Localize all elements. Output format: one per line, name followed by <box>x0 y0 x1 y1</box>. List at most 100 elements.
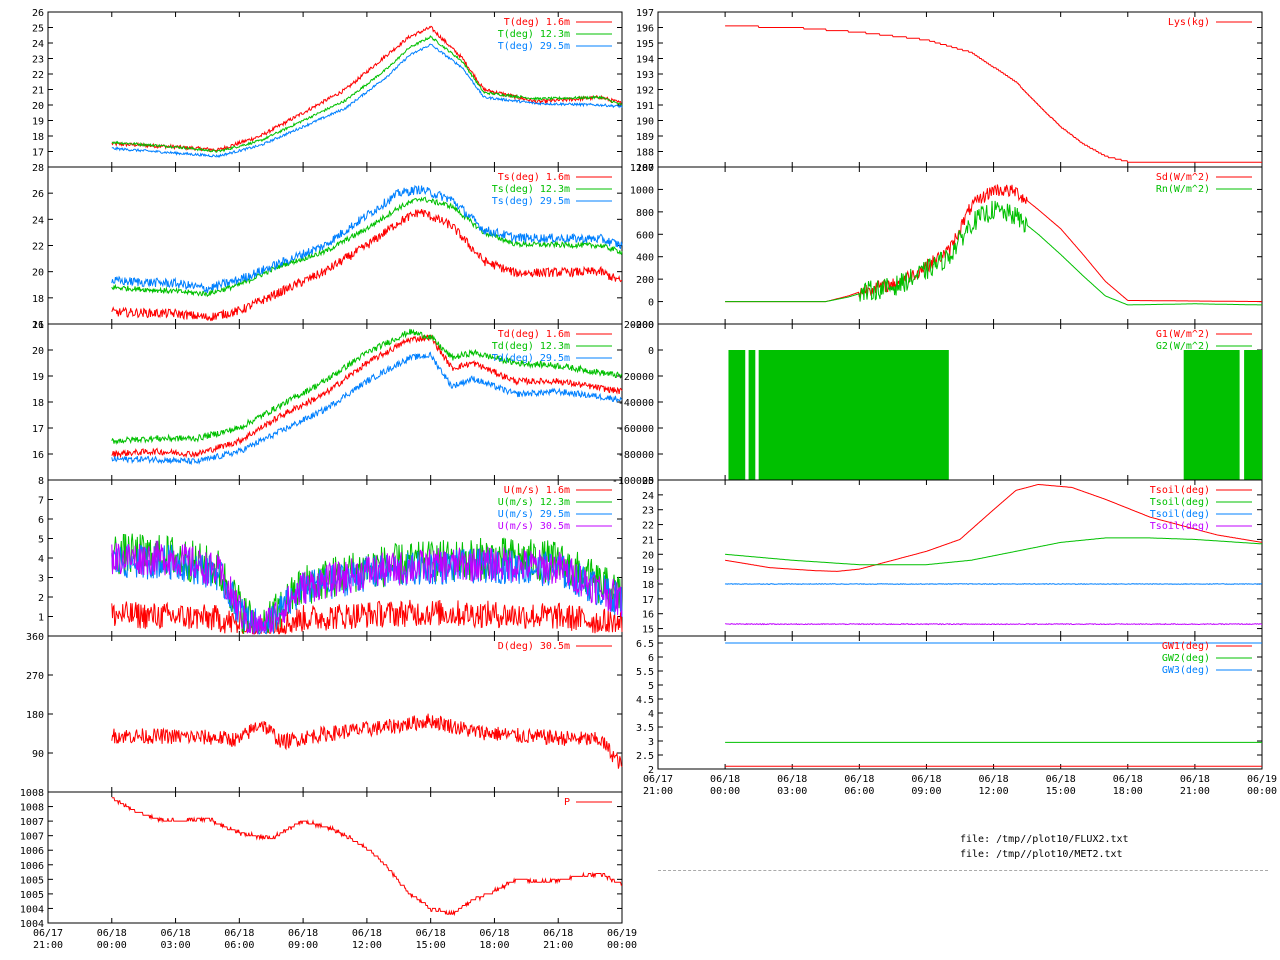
y-tick-label: 5.5 <box>636 667 654 678</box>
x-tick-time: 00:00 <box>710 786 740 797</box>
y-tick-label: 600 <box>636 230 654 241</box>
y-tick-label: 3.5 <box>636 723 654 734</box>
legend-label: Td(deg) 1.6m <box>498 329 570 340</box>
legend-label: U(m/s) 1.6m <box>504 485 570 496</box>
series-line-soil-temperature-3 <box>725 623 1263 626</box>
y-tick-label: 191 <box>636 101 654 112</box>
y-tick-label: 190 <box>636 117 654 128</box>
series-line-soil-temperature-2 <box>724 583 1263 585</box>
x-tick-date: 06/18 <box>710 774 740 785</box>
legend-label: U(m/s) 29.5m <box>498 509 570 520</box>
series-line-wind-speed-3 <box>111 540 623 636</box>
y-tick-label: 5 <box>648 681 654 692</box>
panel-pressure: 1004 1004 1005 1005 1006 1006 1007 1007 1008 1008… <box>20 788 637 951</box>
series-line-dewpoint-0 <box>111 334 623 459</box>
x-tick-time: 15:00 <box>416 940 446 951</box>
legend-label: Sd(W/m^2) <box>1156 172 1210 183</box>
y-tick-label: 5 <box>38 535 44 546</box>
y-tick-label: -20000 <box>618 372 654 383</box>
y-tick-label: 15 <box>642 625 654 636</box>
x-tick-date: 06/18 <box>979 774 1009 785</box>
x-tick-time: 21:00 <box>33 940 63 951</box>
y-tick-label: 188 <box>636 148 654 159</box>
panel-soil-temperature: 1516171819202122232425Tsoil(deg)Tsoil(de… <box>642 476 1263 637</box>
plot-frame <box>657 11 1263 168</box>
y-tick-label: 17 <box>642 595 654 606</box>
y-tick-label: 2 <box>648 765 654 776</box>
bar-fill-G2(W/m^2) <box>728 350 746 480</box>
legend-label: Tsoil(deg) <box>1150 485 1210 496</box>
legend-label: Tsoil(deg) <box>1150 521 1210 532</box>
panel-wind-speed: 1 2 3 4 5 6 7 8 U(m/s) 1.6mU(m/s) 12.3mU(m/s) 29… <box>38 476 623 637</box>
footer-file-flux: file: /tmp//plot10/FLUX2.txt <box>960 834 1129 845</box>
x-tick-time: 00:00 <box>1247 786 1277 797</box>
legend-label: Rn(W/m^2) <box>1156 184 1210 195</box>
y-tick-label: 20000 <box>624 320 654 331</box>
y-tick-label: 1007 <box>20 832 44 843</box>
x-tick-time: 21:00 <box>1180 786 1210 797</box>
y-tick-label: -60000 <box>618 424 654 435</box>
x-tick-time: 03:00 <box>161 940 191 951</box>
x-tick-time: 00:00 <box>607 940 637 951</box>
series-line-wind-direction-0 <box>111 713 623 769</box>
y-tick-label: 1008 <box>20 803 44 814</box>
legend-label: Ts(deg) 1.6m <box>498 172 570 183</box>
y-tick-label: 3 <box>648 737 654 748</box>
y-tick-label: 16 <box>642 610 654 621</box>
y-tick-label: 3 <box>38 574 44 585</box>
series-line-sonic-temperature-2 <box>111 184 623 294</box>
legend-label: Td(deg) 29.5m <box>492 353 570 364</box>
panel-temperature: 17 18 19 20 21 22 23 24 25 26 T(deg) 1.6mT(deg) 12… <box>32 8 623 168</box>
y-tick-label: 21 <box>32 320 44 331</box>
x-tick-time: 06:00 <box>844 786 874 797</box>
x-tick-date: 06/19 <box>607 928 637 939</box>
y-tick-label: 1000 <box>630 185 654 196</box>
y-tick-label: 193 <box>636 70 654 81</box>
bar-fill-G2(W/m^2) <box>758 350 949 480</box>
legend-label: Ts(deg) 29.5m <box>492 196 570 207</box>
y-tick-label: -100000 <box>612 476 654 487</box>
x-tick-date: 06/18 <box>161 928 191 939</box>
y-tick-label: 192 <box>636 86 654 97</box>
y-tick-label: 24 <box>642 491 654 502</box>
x-tick-date: 06/18 <box>911 774 941 785</box>
series-line-temperature-2 <box>111 43 623 158</box>
series-line-dewpoint-1 <box>111 328 622 446</box>
series-line-sonic-temperature-1 <box>111 196 623 298</box>
y-tick-label: 21 <box>642 535 654 546</box>
legend-label: G1(W/m^2) <box>1156 329 1210 340</box>
y-tick-label: 187 <box>636 163 654 174</box>
y-tick-label: 20 <box>32 346 44 357</box>
y-tick-label: 17 <box>32 148 44 159</box>
y-tick-label: 1005 <box>20 890 44 901</box>
y-tick-label: 0 <box>648 298 654 309</box>
legend-label: P <box>564 797 570 808</box>
y-tick-label: 1005 <box>20 875 44 886</box>
y-tick-label: 2.5 <box>636 751 654 762</box>
y-tick-label: 18 <box>32 294 44 305</box>
y-tick-label: 1008 <box>20 788 44 799</box>
x-tick-time: 15:00 <box>1046 786 1076 797</box>
x-tick-date: 06/18 <box>224 928 254 939</box>
y-tick-label: 26 <box>32 8 44 19</box>
y-tick-label: 18 <box>32 398 44 409</box>
plot-frame <box>47 635 623 793</box>
legend-label: T(deg) 1.6m <box>504 17 570 28</box>
y-tick-label: 19 <box>642 565 654 576</box>
x-tick-time: 03:00 <box>777 786 807 797</box>
footer-file-met: file: /tmp//plot10/MET2.txt <box>960 849 1123 860</box>
x-tick-date: 06/17 <box>643 774 673 785</box>
bar-fill-G2(W/m^2) <box>1244 350 1262 480</box>
series-line-sonic-temperature-0 <box>111 208 623 322</box>
y-tick-label: 194 <box>636 55 654 66</box>
x-tick-date: 06/19 <box>1247 774 1277 785</box>
y-tick-label: 4.5 <box>636 695 654 706</box>
y-tick-label: 1200 <box>630 163 654 174</box>
y-tick-label: 24 <box>32 39 44 50</box>
series-line-wind-speed-0 <box>111 599 623 635</box>
series-line-pressure-0 <box>111 797 622 917</box>
y-tick-label: 6 <box>38 515 44 526</box>
panel-lysimeter: 187 188 189 190 191 192 193 194 195 196 197 Lys(kg) <box>636 8 1263 174</box>
y-tick-label: 19 <box>32 117 44 128</box>
